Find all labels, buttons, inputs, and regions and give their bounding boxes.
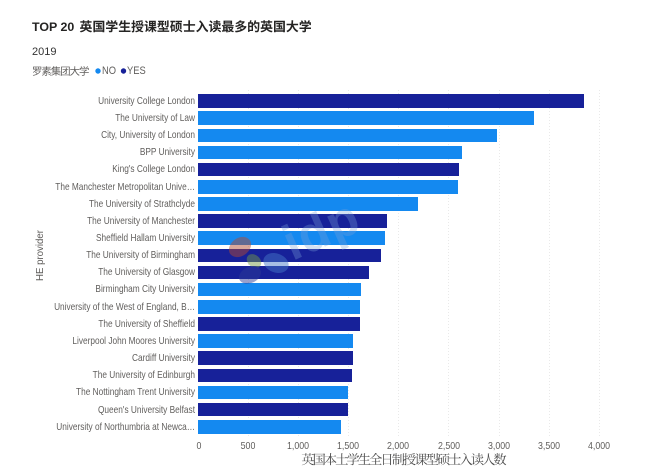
svg-text:idp: idp (274, 188, 368, 271)
